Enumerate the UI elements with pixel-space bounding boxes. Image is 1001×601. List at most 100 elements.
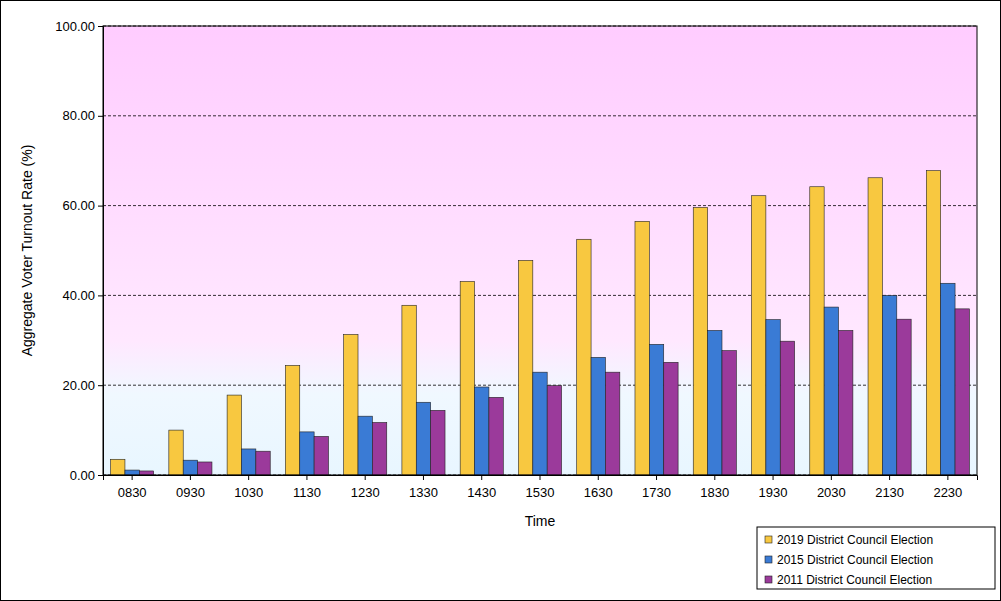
- y-tick: 0.00: [70, 468, 103, 483]
- bar: [372, 422, 386, 475]
- x-tick: 1030: [234, 475, 263, 500]
- x-tick-label: 1230: [351, 485, 380, 500]
- bar: [605, 372, 619, 475]
- y-tick-label: 20.00: [62, 378, 95, 393]
- grid-line: [103, 115, 977, 116]
- bar: [475, 387, 489, 475]
- bar: [416, 402, 430, 475]
- x-tick-mark: [132, 475, 133, 480]
- x-axis-line: [104, 476, 978, 481]
- bar: [358, 416, 372, 475]
- legend-label: 2015 District Council Election: [777, 553, 933, 567]
- y-tick-mark: [98, 116, 103, 117]
- bar: [577, 239, 591, 475]
- legend-entry: 2015 District Council Election: [765, 553, 933, 567]
- y-tick-mark: [98, 206, 103, 207]
- y-axis-line: [98, 27, 104, 476]
- x-tick: 0830: [118, 475, 147, 500]
- bar: [344, 334, 358, 475]
- y-tick: 60.00: [62, 198, 103, 213]
- bar: [897, 319, 911, 475]
- legend-swatch: [765, 576, 772, 583]
- bar: [955, 309, 969, 475]
- chart-border: [1, 1, 1001, 601]
- plot-frame: [103, 26, 977, 475]
- x-tick: 2230: [933, 475, 962, 500]
- bar: [926, 171, 940, 475]
- y-tick: 20.00: [62, 378, 103, 393]
- bar: [591, 357, 605, 475]
- bar: [824, 307, 838, 475]
- y-tick: 80.00: [62, 108, 103, 123]
- x-tick-label: 2030: [817, 485, 846, 500]
- x-axis: 0830093010301130123013301430153016301730…: [104, 475, 978, 500]
- legend: 2019 District Council Election 2015 Distr…: [757, 527, 995, 589]
- bar: [183, 460, 197, 475]
- x-tick: 1830: [700, 475, 729, 500]
- x-tick-label: 1130: [293, 485, 321, 500]
- bar: [300, 432, 314, 475]
- x-tick-label: 1430: [467, 485, 496, 500]
- x-tick: 1430: [467, 475, 496, 500]
- bar: [518, 260, 532, 475]
- bar: [708, 330, 722, 475]
- x-tick-mark: [423, 475, 424, 480]
- x-tick: 1130: [293, 475, 321, 500]
- x-tick-label: 2130: [875, 485, 904, 500]
- y-tick-label: 60.00: [62, 198, 95, 213]
- x-tick-label: 2230: [933, 485, 962, 500]
- bar: [649, 344, 663, 475]
- bar: [227, 395, 241, 475]
- bar: [693, 207, 707, 475]
- y-axis: 0.0020.0040.0060.0080.00100.00: [55, 19, 103, 483]
- x-tick: 1930: [759, 475, 788, 500]
- y-tick: 40.00: [62, 288, 103, 303]
- bar: [489, 397, 503, 475]
- bar: [125, 470, 139, 475]
- bar: [241, 449, 255, 475]
- x-tick-mark: [773, 475, 774, 480]
- bar: [547, 386, 561, 475]
- x-tick: 2130: [875, 475, 904, 500]
- bar: [256, 451, 270, 475]
- bar: [868, 178, 882, 475]
- y-tick-mark: [98, 26, 103, 27]
- x-axis-title: Time: [525, 513, 556, 529]
- grid-line: [103, 205, 977, 206]
- x-tick-label: 0930: [176, 485, 205, 500]
- x-tick-label: 1530: [526, 485, 555, 500]
- bar: [882, 295, 896, 475]
- bar: [285, 365, 299, 475]
- x-tick: 1530: [526, 475, 555, 500]
- bar: [780, 341, 794, 475]
- x-tick-mark: [248, 475, 249, 480]
- bar: [314, 436, 328, 475]
- y-tick-mark: [98, 385, 103, 386]
- chart-svg: 0.0020.0040.0060.0080.00100.000830093010…: [0, 0, 1001, 601]
- x-tick: 2030: [817, 475, 846, 500]
- x-tick-mark: [656, 475, 657, 480]
- x-tick-mark: [947, 475, 948, 480]
- legend-box: [757, 527, 995, 589]
- grid-line: [103, 295, 977, 296]
- y-tick-label: 40.00: [62, 288, 95, 303]
- bar: [198, 462, 212, 475]
- x-tick-mark: [598, 475, 599, 480]
- bar: [533, 372, 547, 475]
- plot-area: 0.0020.0040.0060.0080.00100.000830093010…: [55, 19, 977, 501]
- y-tick-label: 0.00: [70, 468, 95, 483]
- bar: [941, 283, 955, 475]
- y-tick-label: 80.00: [62, 108, 95, 123]
- legend-entry: 2019 District Council Election: [765, 533, 933, 547]
- legend-swatch: [765, 536, 772, 543]
- y-axis-title: Aggregate Voter Turnout Rate (%): [19, 145, 35, 357]
- bar-series: [125, 283, 955, 475]
- legend-entry: 2011 District Council Election: [765, 573, 932, 587]
- bar: [460, 281, 474, 475]
- x-tick-mark: [889, 475, 890, 480]
- x-tick-label: 1330: [409, 485, 438, 500]
- x-tick-label: 1030: [234, 485, 263, 500]
- y-tick-mark: [98, 295, 103, 296]
- legend-label: 2019 District Council Election: [777, 533, 933, 547]
- x-tick-mark: [540, 475, 541, 480]
